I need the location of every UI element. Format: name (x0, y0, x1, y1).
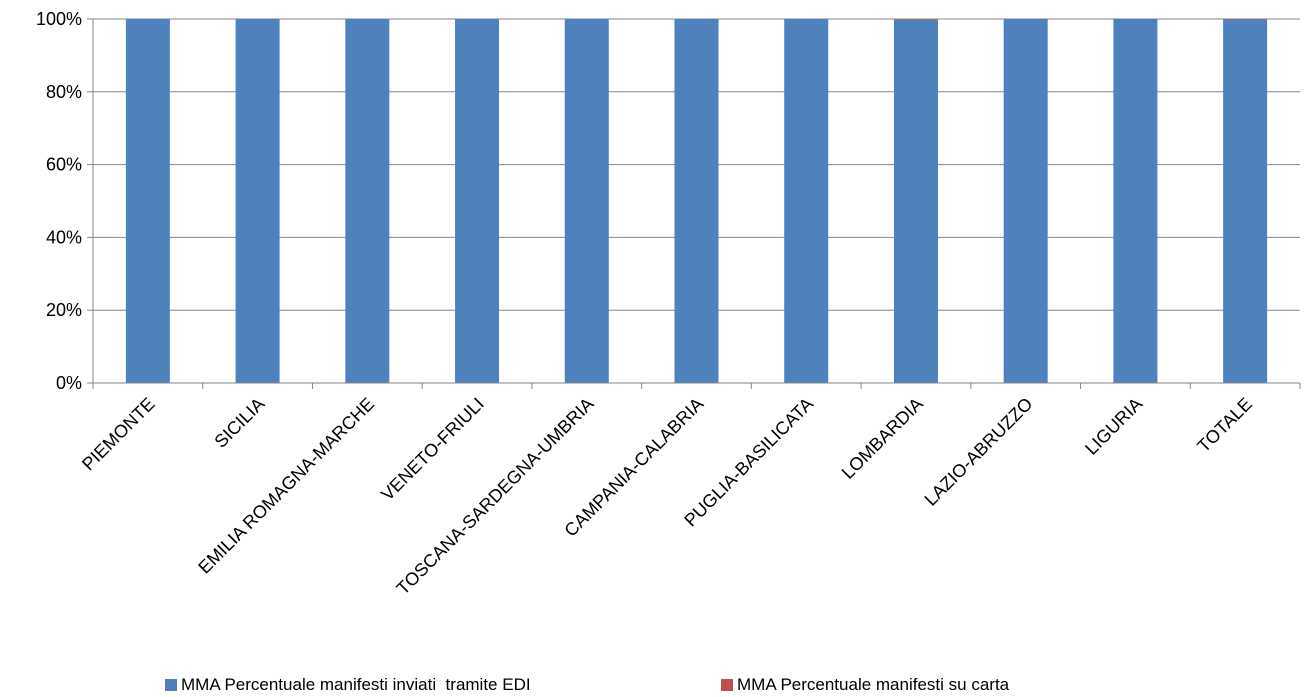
legend-label-carta: MMA Percentuale manifesti su carta (737, 675, 1010, 694)
bar-carta (893, 19, 938, 20)
y-tick-label: 100% (36, 9, 82, 29)
axes (87, 18, 1301, 389)
legend-label-edi: MMA Percentuale manifesti inviati tramit… (181, 675, 531, 694)
bar-edi (893, 19, 938, 384)
bar-edi (1223, 19, 1268, 383)
x-tick-label: TOSCANA-SARDEGNA-UMBRIA (393, 394, 598, 599)
bar-edi (1003, 19, 1048, 383)
legend-item-edi: MMA Percentuale manifesti inviati tramit… (165, 675, 531, 695)
x-tick-label: LIGURIA (1081, 394, 1146, 459)
x-tick-label: VENETO-FRIULI (377, 394, 488, 505)
x-tick-label: PIEMONTE (78, 394, 159, 475)
x-tick-label: TOTALE (1193, 394, 1255, 456)
stacked-bar-chart: 0% 20% 40% 60% 80% 100% PIEMONTE SICILIAEMILIA… (36, 9, 1301, 599)
legend-swatch-carta (721, 679, 733, 691)
x-tick-label: LAZIO-ABRUZZO (921, 394, 1037, 510)
y-tick-labels: 0% 20% 40% 60% 80% 100% (36, 9, 82, 393)
y-tick-label: 80% (46, 82, 82, 102)
x-tick-label: SICILIA (210, 394, 268, 452)
bar-carta (1223, 19, 1268, 20)
y-tick-label: 0% (56, 373, 82, 393)
bar-edi (235, 19, 280, 383)
bar-edi (455, 19, 500, 383)
x-tick-label: EMILIA ROMAGNA-MARCHE (194, 394, 378, 578)
bar-edi (784, 19, 829, 383)
bar-edi (125, 19, 170, 383)
legend-swatch-edi (165, 679, 177, 691)
y-tick-label: 40% (46, 227, 82, 247)
legend: MMA Percentuale manifesti inviati tramit… (0, 675, 1312, 697)
y-tick-label: 20% (46, 300, 82, 320)
bars (125, 19, 1268, 384)
bar-edi (345, 19, 390, 383)
y-tick-label: 60% (46, 155, 82, 175)
x-tick-label: LOMBARDIA (838, 394, 927, 483)
bar-edi (674, 19, 719, 383)
bar-edi (564, 19, 609, 383)
bar-edi (1113, 19, 1158, 383)
legend-item-carta: MMA Percentuale manifesti su carta (721, 675, 1009, 695)
